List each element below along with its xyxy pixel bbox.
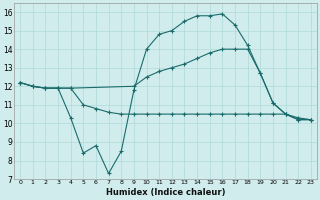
X-axis label: Humidex (Indice chaleur): Humidex (Indice chaleur) bbox=[106, 188, 225, 197]
